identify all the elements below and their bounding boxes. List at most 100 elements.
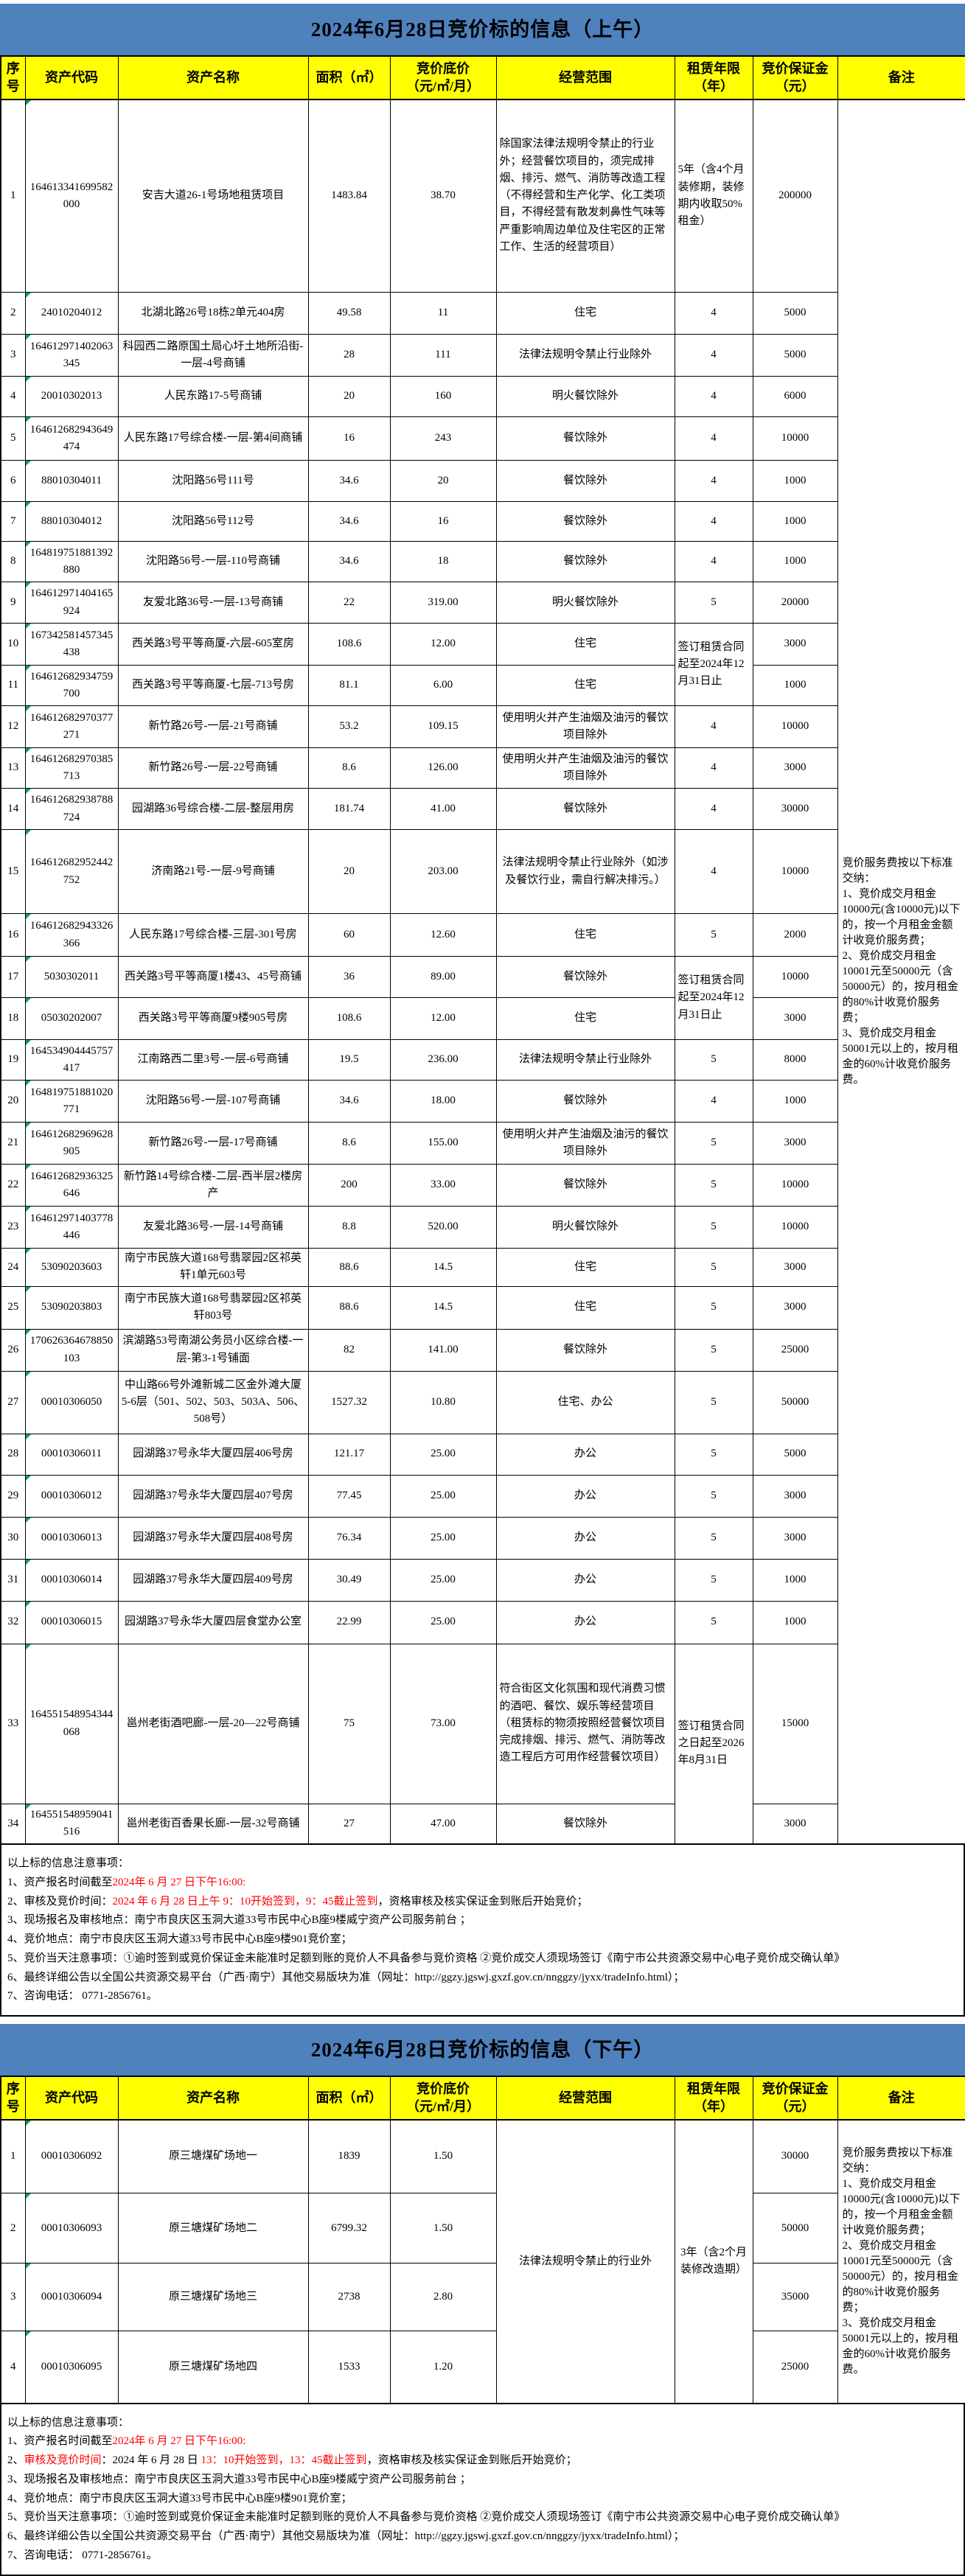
cell-area: 8.6 [307, 1122, 391, 1165]
afternoon-section: 2024年6月28日竞价标的信息（下午） 序号 资产代码 资产名称 面积（㎡） 竞价底价… [0, 2024, 965, 2576]
cell-starting-price: 111 [389, 334, 497, 377]
cell-asset-name: 园湖路37号永华大厦四层食堂办公室 [117, 1600, 309, 1644]
cell-row-index: 30 [0, 1516, 26, 1560]
cell-lease-term: 4 [674, 416, 753, 461]
cell-business-scope: 餐饮除外 [495, 416, 675, 461]
cell-deposit: 1000 [752, 460, 838, 503]
note-text: 5、竞价当天注意事项：①逾时签到或竞价保证金未能准时足额到账的竞价人不具备参与竞… [7, 2511, 846, 2524]
excel-error-indicator-icon [26, 998, 31, 1004]
cell-lease-term: 3年（含2个月装修改造期） [674, 2119, 753, 2404]
cell-row-index: 4 [0, 376, 26, 418]
cell-area: 28 [307, 334, 391, 377]
note-text: 1、资产报名时间截至 [7, 2435, 113, 2448]
cell-area: 108.6 [307, 997, 391, 1041]
cell-starting-price: 25.00 [389, 1600, 497, 1644]
cell-lease-term: 签订租赁合同起至2024年12月31日止 [674, 623, 753, 707]
cell-deposit: 10000 [752, 416, 838, 461]
cell-starting-price: 12.00 [389, 997, 497, 1041]
table-row: 14 164612682938788724 园湖路36号综合楼-二层-整层用房 181… [0, 788, 965, 831]
table-row: 2 00010306093 原三塘煤矿场地二 6799.32 1.50 50000 [0, 2193, 965, 2264]
cell-deposit: 25000 [752, 1328, 838, 1372]
cell-area: 1533 [307, 2331, 391, 2404]
cell-asset-code: 00010306013 [24, 1516, 119, 1560]
cell-business-scope: 使用明火并产生油烟及油污的餐饮项目除外 [495, 747, 675, 789]
cell-starting-price: 12.00 [389, 623, 497, 666]
cell-starting-price: 160 [389, 376, 497, 418]
cell-asset-name: 中山路66号外滩新城二区金外滩大厦5-6层（501、502、503、503A、5… [117, 1370, 309, 1434]
note-text: 3、现场报名及审核地点：南宁市良庆区玉洞大道33号市民中心B座9楼威宁资产公司服… [7, 1914, 471, 1927]
cell-asset-code: 164612971402063345 [24, 334, 119, 377]
excel-error-indicator-icon [26, 666, 31, 671]
excel-error-indicator-icon [26, 1434, 31, 1439]
cell-row-index: 28 [0, 1433, 26, 1476]
cell-business-scope: 住宅 [495, 292, 675, 335]
note-line: 3、现场报名及审核地点：南宁市良庆区玉洞大道33号市民中心B座9楼威宁资产公司服… [7, 1913, 956, 1927]
cell-asset-name: 沈阳路56号-一层-107号商铺 [117, 1080, 309, 1123]
table-row: 2 24010204012 北湖北路26号18栋2单元404房 49.58 11 住宅 4 5… [0, 292, 965, 335]
cell-row-index: 22 [0, 1164, 26, 1207]
notes-title: 以上标的信息注意事项： [7, 2416, 130, 2429]
cell-lease-term: 4 [674, 334, 753, 377]
cell-row-index: 8 [0, 541, 26, 583]
cell-asset-code: 167342581457345438 [24, 623, 119, 666]
cell-row-index: 4 [0, 2331, 26, 2404]
cell-starting-price: 319.00 [389, 582, 497, 624]
cell-remark: 竞价服务费按以下标准交纳： 1、竞价成交月租金10000元(含10000元)以下… [837, 2119, 965, 2404]
note-line: 6、最终详细公告以全国公共资源交易平台（广西·南宁）其他交易版块为准（网址：ht… [7, 1971, 956, 1985]
table-row: 21 164612682969628905 新竹路26号-一层-17号商铺 8.6 15… [0, 1122, 965, 1165]
cell-lease-term: 5 [674, 913, 753, 957]
cell-asset-name: 人民东路17-5号商铺 [117, 376, 309, 418]
cell-row-index: 2 [0, 2193, 26, 2264]
column-header: 备注 [837, 55, 965, 100]
cell-row-index: 5 [0, 416, 26, 461]
table-row: 20 164819751881020771 沈阳路56号-一层-107号商铺 34.6… [0, 1080, 965, 1123]
cell-starting-price: 12.60 [389, 913, 497, 957]
cell-deposit: 1000 [752, 541, 838, 583]
note-text: ，资格审核及核实保证金到账后开始竞价； [366, 2454, 577, 2467]
cell-area: 1483.84 [307, 99, 391, 293]
cell-lease-term: 4 [674, 376, 753, 418]
cell-asset-name: 原三塘煤矿场地一 [117, 2119, 309, 2194]
cell-row-index: 13 [0, 747, 26, 789]
excel-error-indicator-icon [26, 706, 31, 712]
excel-error-indicator-icon [26, 1518, 31, 1523]
table-row: 5 164612682943649474 人民东路17号综合楼-一层-第4间商铺 16… [0, 416, 965, 461]
cell-starting-price: 109.15 [389, 705, 497, 749]
cell-asset-code: 164612682970385713 [24, 747, 119, 789]
note-text-highlight: 2024年 6 月 27 日下午16:00: [112, 1876, 246, 1888]
cell-business-scope: 餐饮除外 [495, 1803, 675, 1845]
cell-starting-price: 126.00 [389, 747, 497, 789]
cell-business-scope: 住宅、办公 [495, 1370, 675, 1434]
note-text: 2、 [7, 2454, 24, 2467]
cell-row-index: 26 [0, 1328, 26, 1372]
cell-starting-price: 18 [389, 541, 497, 583]
cell-lease-term: 5 [674, 1039, 753, 1081]
column-header: 竞价底价 （元/㎡/月） [389, 55, 497, 100]
afternoon-table-header: 序号 资产代码 资产名称 面积（㎡） 竞价底价 （元/㎡/月） 经营范围 租赁年限 （年）竞… [0, 2076, 965, 2121]
table-row: 19 164534904445757417 江南路西二里3号-一层-6号商铺 19.5… [0, 1039, 965, 1081]
note-text: ，资格审核及核实保证金到账后开始竞价； [377, 1895, 588, 1907]
cell-asset-code: 164612682938788724 [24, 788, 119, 831]
column-header: 经营范围 [495, 2076, 675, 2121]
table-row: 12 164612682970377271 新竹路26号-一层-21号商铺 53.2 1… [0, 705, 965, 749]
cell-starting-price: 1.50 [389, 2119, 497, 2194]
cell-asset-code: 164612682943649474 [24, 416, 119, 461]
excel-error-indicator-icon [26, 1287, 31, 1292]
cell-asset-code: 53090203803 [24, 1285, 119, 1330]
table-row: 24 53090203603 南宁市民族大道168号翡翠园2区祁英轩1单元603号 8… [0, 1248, 965, 1287]
cell-asset-name: 西关路3号平等商厦1楼43、45号商铺 [117, 956, 309, 999]
cell-deposit: 5000 [752, 1433, 838, 1476]
note-text: 3、现场报名及审核地点：南宁市良庆区玉洞大道33号市民中心B座9楼威宁资产公司服… [7, 2473, 471, 2485]
table-row: 29 00010306012 园湖路37号永华大厦四层407号房 77.45 25.00… [0, 1474, 965, 1518]
excel-error-indicator-icon [26, 1123, 31, 1128]
cell-row-index: 3 [0, 334, 26, 377]
cell-business-scope: 使用明火并产生油烟及油污的餐饮项目除外 [495, 1122, 675, 1165]
cell-asset-name: 安吉大道26-1号场地租赁项目 [117, 99, 309, 293]
note-text-highlight: 2024年 6 月 27 日下午16:00: [112, 2435, 246, 2448]
cell-asset-code: 164612971404165924 [24, 582, 119, 624]
cell-deposit: 1000 [752, 1080, 838, 1123]
cell-asset-code: 164551548959041516 [24, 1803, 119, 1845]
afternoon-table-title: 2024年6月28日竞价标的信息（下午） [0, 2024, 965, 2076]
cell-asset-code: 00010306011 [24, 1433, 119, 1476]
cell-area: 121.17 [307, 1433, 391, 1476]
